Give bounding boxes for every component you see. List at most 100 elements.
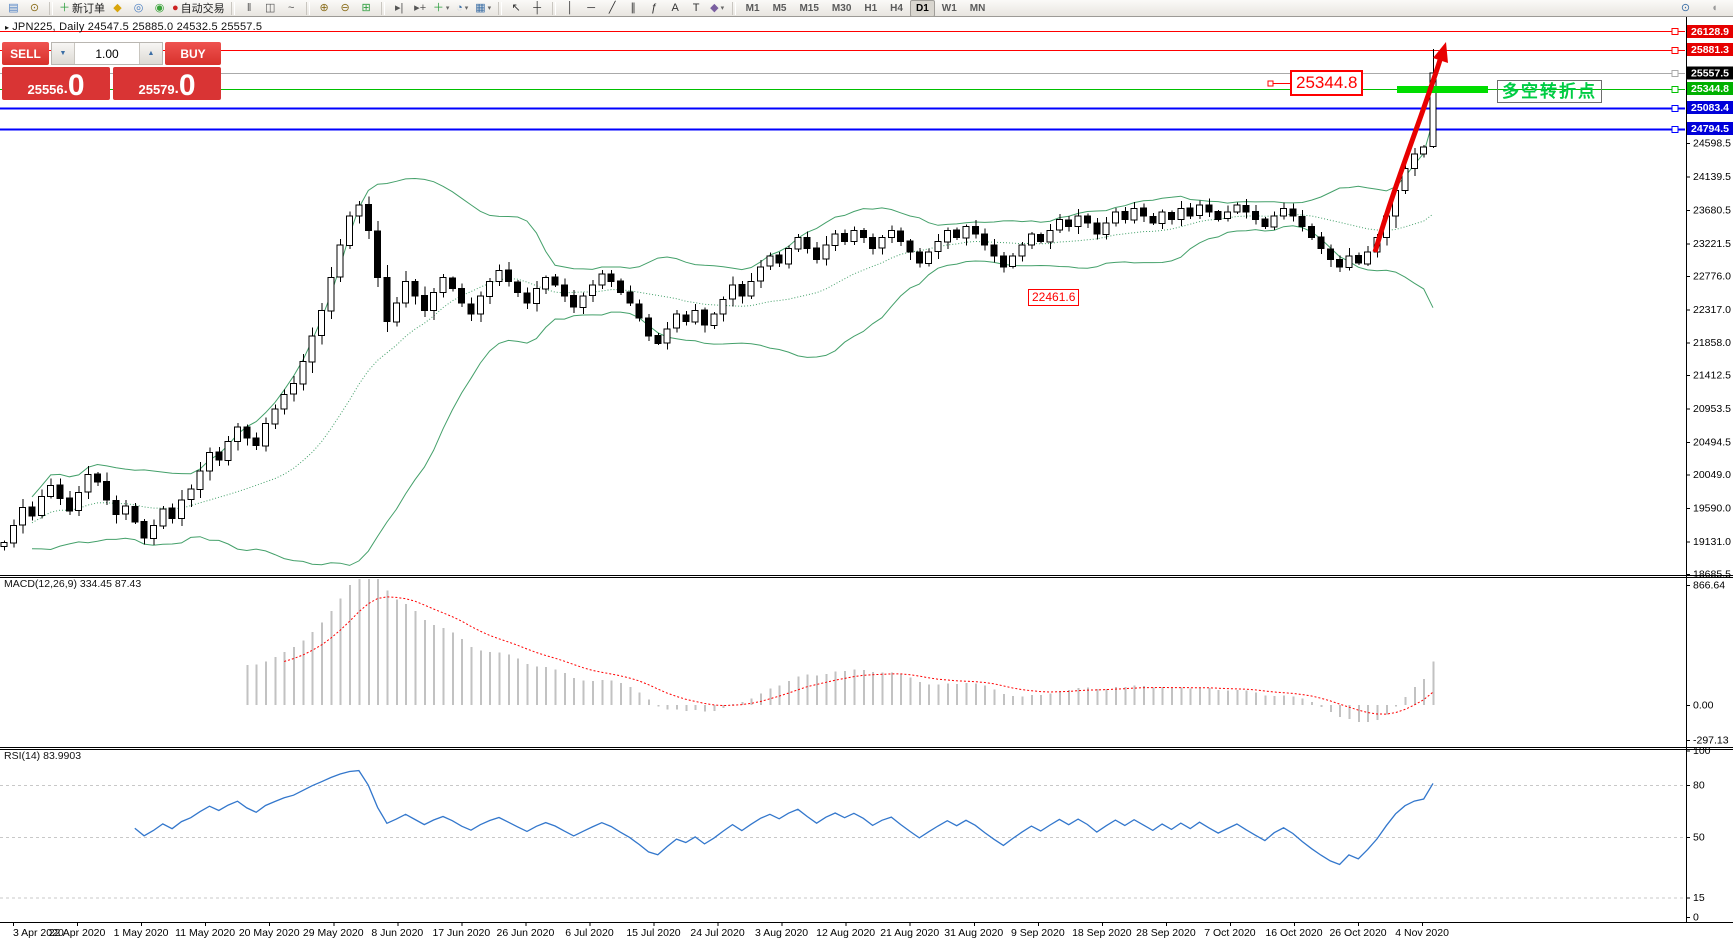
turning-point-note[interactable]: 多空转折点	[1497, 80, 1602, 103]
timeframe-h4-button[interactable]: H4	[890, 2, 903, 14]
new-order-button[interactable]: ＋新订单	[57, 1, 107, 16]
rsi-axis-label: 0	[1693, 912, 1699, 924]
fibonacci-button[interactable]: ƒ	[644, 1, 665, 16]
support-label-annotation[interactable]: 22461.6	[1028, 289, 1080, 306]
new-chart-button[interactable]: ▤	[3, 1, 24, 16]
arrows-button[interactable]: ◆ ▾	[707, 1, 728, 16]
publish-button[interactable]: ◆	[107, 1, 128, 16]
periods-button-dropdown-icon[interactable]: ▾	[464, 5, 469, 12]
zoom-out-button[interactable]: ⊖	[335, 1, 356, 16]
signals-button[interactable]: ◉	[149, 1, 170, 16]
chat-icon[interactable]: ◖	[1711, 1, 1718, 14]
rsi-panel[interactable]	[0, 769, 1686, 899]
horizontal-line-button[interactable]: ─	[581, 1, 602, 16]
candle-body	[869, 236, 877, 250]
timeframe-mn-button[interactable]: MN	[969, 2, 986, 14]
arrows-button-dropdown-icon[interactable]: ▾	[720, 5, 725, 12]
date-label: 18 Sep 2020	[1072, 927, 1132, 939]
add-indicator-button-dropdown-icon[interactable]: ▾	[445, 5, 450, 12]
vertical-line-button[interactable]: │	[560, 1, 581, 16]
search-icon[interactable]: ⊙	[1680, 1, 1691, 14]
candle-body	[644, 317, 652, 337]
timeframe-m5-button[interactable]: M5	[772, 2, 787, 14]
main-price-panel[interactable]	[0, 28, 1686, 566]
macd-panel[interactable]	[246, 571, 1435, 723]
autotrading-button[interactable]: ● 自动交易	[170, 1, 227, 16]
timeframe-w1-button[interactable]: W1	[941, 2, 957, 14]
turning-point-bar[interactable]	[1397, 86, 1488, 93]
line-handle[interactable]	[1671, 126, 1679, 133]
line-handle[interactable]	[1671, 105, 1679, 112]
trendline-button[interactable]: ╱	[602, 1, 623, 16]
line-chart-button[interactable]: ~	[281, 1, 302, 16]
line-handle[interactable]	[1671, 28, 1679, 35]
tile-windows-button[interactable]: ⊞	[356, 1, 377, 16]
sell-button[interactable]: SELL	[2, 42, 49, 65]
equidistant-channel-button[interactable]: ∥	[623, 1, 644, 16]
date-label: 17 Jun 2020	[432, 927, 490, 939]
volume-input[interactable]: 1.00	[95, 46, 119, 61]
candle-body	[1046, 229, 1054, 243]
candle-body	[47, 484, 55, 497]
timeframe-h1-button[interactable]: H1	[864, 2, 878, 14]
chart-preview-button[interactable]: ⊙	[24, 1, 45, 16]
candle-body	[1009, 255, 1017, 267]
text-button[interactable]: A	[665, 1, 686, 16]
line-handle[interactable]	[1671, 47, 1679, 54]
candle-body	[364, 203, 372, 231]
chart-shift-button[interactable]: ▸+	[410, 1, 431, 16]
resistance-label-annotation[interactable]: 25344.8	[1290, 70, 1364, 96]
cursor-button[interactable]: ↖	[506, 1, 527, 16]
candle-body	[308, 335, 316, 363]
symbol-ohlc-text: JPN225, Daily 24547.5 25885.0 24532.5 25…	[12, 21, 263, 33]
timeframe-d1-button[interactable]: D1	[909, 0, 935, 17]
candle-body	[551, 276, 559, 286]
templates-icon: ▦	[475, 1, 486, 14]
timeframe-m30-button[interactable]: M30	[831, 2, 852, 14]
community-button[interactable]: ◎	[128, 1, 149, 16]
candle-body	[149, 525, 157, 539]
volume-decrease-button[interactable]: ▼	[52, 43, 75, 64]
timeframe-m15-button[interactable]: M15	[799, 2, 819, 14]
main-toolbar: ▤ ⊙ ＋新订单 ◆ ◎ ◉ ● 自动交易 ‖ ◫ ~ ⊕ ⊖ ⊞ ▸| ▸+ ＋ ▾ ◔ ▾ ▦ ▾ ↖ ┼ │ ─ ╱ ∥ ƒ A T ◆…	[0, 0, 1733, 17]
toolbar-separator	[551, 1, 556, 15]
date-label: 20 May 2020	[239, 927, 300, 939]
text-label-button[interactable]: T	[686, 1, 707, 16]
candle-body	[682, 314, 690, 322]
buy-button[interactable]: BUY	[165, 42, 221, 65]
add-indicator-button[interactable]: ＋ ▾	[431, 1, 452, 16]
signals-icon: ◉	[154, 1, 165, 14]
candle-body	[383, 277, 391, 322]
chart-preview-icon: ⊙	[29, 1, 40, 14]
candle-chart-button[interactable]: ◫	[260, 1, 281, 16]
price-tag	[1687, 24, 1733, 38]
buy-price[interactable]: 25579. 0	[113, 67, 221, 101]
volume-increase-button[interactable]: ▲	[139, 43, 162, 64]
bar-chart-button[interactable]: ‖	[239, 1, 260, 16]
periods-button[interactable]: ◔ ▾	[452, 1, 473, 16]
price-axis[interactable]: 24598.5 24139.5 23680.5 23221.5 22776.0 22317…	[1686, 24, 1733, 924]
timeframe-m1-button[interactable]: M1	[745, 2, 760, 14]
price-tag-label: 25557.5	[1691, 68, 1729, 80]
candle-body	[411, 280, 419, 297]
sell-price[interactable]: 25556. 0	[2, 67, 110, 101]
candle-body	[290, 382, 298, 395]
rsi-axis-label: 80	[1693, 780, 1705, 792]
templates-button[interactable]: ▦ ▾	[473, 1, 494, 16]
candle-body	[299, 361, 307, 385]
crosshair-button[interactable]: ┼	[527, 1, 548, 16]
autoscroll-button[interactable]: ▸|	[389, 1, 410, 16]
price-tick-label: 19131.0	[1693, 536, 1731, 548]
zoom-in-button[interactable]: ⊕	[314, 1, 335, 16]
templates-button-dropdown-icon[interactable]: ▾	[487, 5, 492, 12]
candle-body	[813, 247, 821, 261]
candle-body	[598, 273, 606, 286]
candle-body	[785, 248, 793, 265]
candle-body	[1121, 211, 1129, 220]
line-handle[interactable]	[1671, 70, 1679, 77]
line-handle[interactable]	[1671, 86, 1679, 93]
macd-axis-label: -297.13	[1693, 735, 1729, 747]
trend-arrow[interactable]	[1372, 59, 1443, 253]
